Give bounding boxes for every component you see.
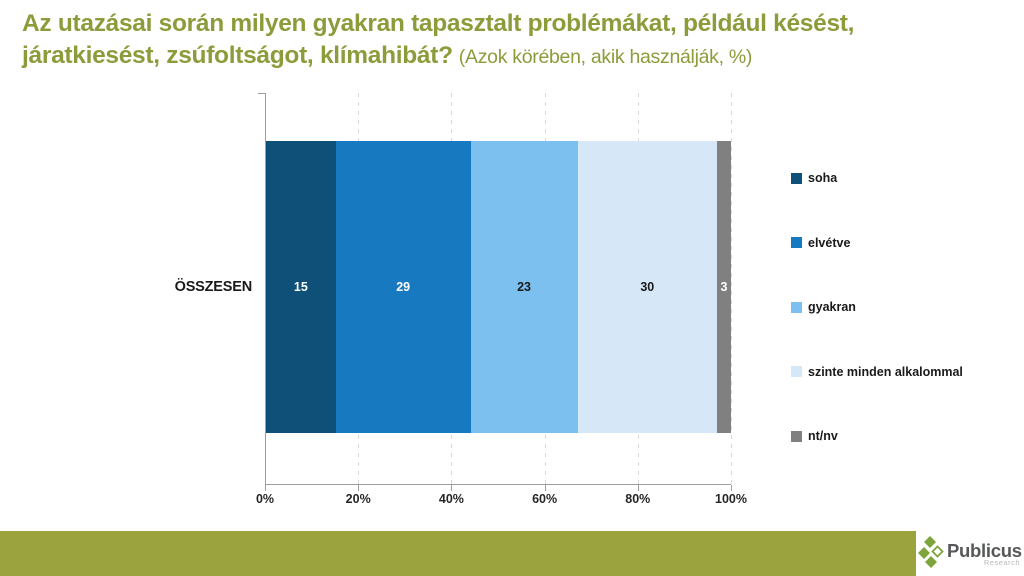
legend-label: elvétve xyxy=(808,235,851,250)
x-axis-label-80: 80% xyxy=(625,492,651,506)
x-axis-label-100: 100% xyxy=(715,492,747,506)
legend-item-nt-nv: nt/nv xyxy=(791,429,963,443)
segment-value: 29 xyxy=(396,280,411,294)
x-axis-labels: 0% 20% 40% 60% 80% 100% xyxy=(256,492,747,508)
title-line-1: Az utazásai során milyen gyakran tapaszt… xyxy=(22,10,855,37)
bar-segment-gyakran: 23 xyxy=(470,141,578,433)
title-line-2: járatkiesést, zsúfoltságot, klímahibát?(… xyxy=(22,40,1007,73)
legend-swatch-soha xyxy=(791,172,802,184)
segment-value: 30 xyxy=(640,280,655,294)
title-subtitle: (Azok körében, akik használják, %) xyxy=(458,46,753,68)
legend-item-szinte-minden-alkalommal: szinte minden alkalommal xyxy=(791,365,963,379)
legend-swatch-nt-nv xyxy=(791,430,802,442)
chart-legend: soha elvétve gyakran szinte minden alkal… xyxy=(791,171,963,443)
x-axis-tick-20 xyxy=(358,485,360,491)
legend-item-elvetve: elvétve xyxy=(791,236,963,250)
segment-value: 23 xyxy=(517,280,532,294)
bar-segment-soha: 15 xyxy=(266,141,336,433)
segment-value: 15 xyxy=(293,280,308,294)
legend-item-gyakran: gyakran xyxy=(791,300,963,314)
legend-swatch-szinte-minden-alkalommal xyxy=(791,366,802,377)
gridline-100 xyxy=(731,93,732,485)
title-line-2-text: járatkiesést, zsúfoltságot, klímahibát? xyxy=(22,42,453,69)
brand-name: Publicus xyxy=(947,540,1022,561)
legend-item-soha: soha xyxy=(791,171,963,185)
x-axis-tick-40 xyxy=(451,485,453,491)
legend-swatch-elvetve xyxy=(791,237,802,248)
legend-label: soha xyxy=(808,171,838,185)
x-axis-tick-60 xyxy=(544,485,546,491)
bar-segment-szinte-minden-alkalommal: 30 xyxy=(577,141,718,433)
x-axis-line xyxy=(265,484,731,485)
bar-segment-nt-nv: 3 xyxy=(717,141,731,433)
brand-subtitle: Research xyxy=(983,558,1020,567)
x-axis-tick-100 xyxy=(731,485,732,491)
x-axis-tick-0 xyxy=(265,485,266,491)
category-label: ÖSSZESEN xyxy=(174,279,253,295)
y-axis-tick xyxy=(258,93,265,94)
bar-segment-elvetve: 29 xyxy=(335,141,471,433)
chart-plot-area: 15 29 23 30 3 xyxy=(258,93,732,491)
x-axis-tick-80 xyxy=(637,485,639,491)
x-axis-label-40: 40% xyxy=(438,492,464,506)
stacked-bar: 15 29 23 30 3 xyxy=(266,141,731,433)
footer-accent-bar xyxy=(0,531,916,576)
x-axis-label-20: 20% xyxy=(345,492,371,506)
legend-label: nt/nv xyxy=(808,429,838,443)
legend-label: szinte minden alkalommal xyxy=(808,364,963,379)
x-axis-label-60: 60% xyxy=(532,492,558,506)
publicus-diamonds-icon xyxy=(918,535,944,574)
legend-swatch-gyakran xyxy=(791,301,802,313)
slide-title: Az utazásai során milyen gyakran tapaszt… xyxy=(22,8,1007,73)
legend-label: gyakran xyxy=(808,300,856,314)
x-axis-label-0: 0% xyxy=(255,492,275,506)
segment-value: 3 xyxy=(720,280,728,294)
brand-logo: Publicus Research xyxy=(916,531,1024,576)
y-axis-line xyxy=(265,93,266,485)
